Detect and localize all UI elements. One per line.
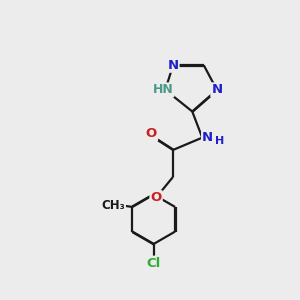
Text: O: O bbox=[146, 127, 157, 140]
Text: H: H bbox=[214, 136, 224, 146]
Text: HN: HN bbox=[153, 83, 173, 96]
Text: N: N bbox=[202, 131, 213, 144]
Text: N: N bbox=[211, 83, 223, 96]
Text: Cl: Cl bbox=[147, 257, 161, 270]
Text: O: O bbox=[150, 191, 162, 204]
Text: CH₃: CH₃ bbox=[101, 199, 125, 212]
Text: N: N bbox=[167, 59, 178, 72]
